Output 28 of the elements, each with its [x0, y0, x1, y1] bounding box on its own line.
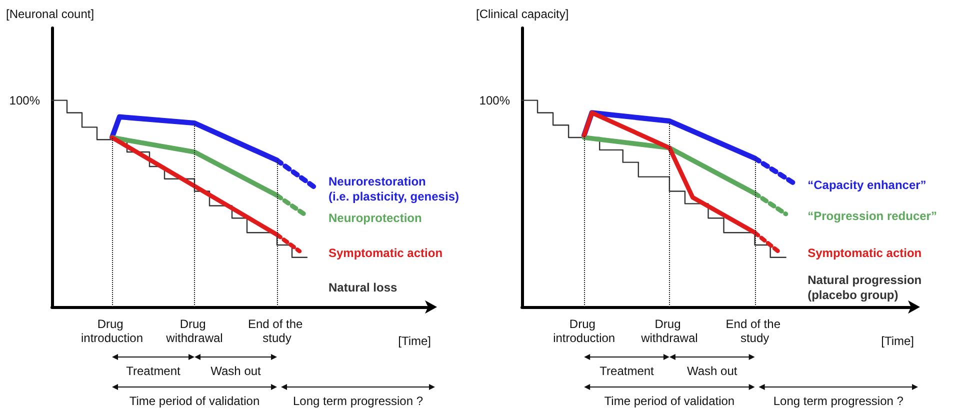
x-axis-title: [Time]: [881, 334, 914, 348]
text: 100%: [9, 93, 40, 108]
x-axis-title: [Time]: [398, 334, 431, 348]
text: Neuroprotection: [328, 211, 422, 226]
text: Wash out: [210, 364, 262, 378]
text: Symptomatic action: [328, 246, 443, 260]
text: Symptomatic action: [808, 246, 922, 260]
text: Wash out: [686, 364, 738, 378]
x-tick-label: Drug introduction: [80, 317, 144, 345]
text: Time period of validation: [129, 394, 260, 408]
text: 100%: [479, 93, 510, 108]
text: Natural progression (placebo group): [808, 272, 922, 302]
text: “Progression reducer”: [808, 209, 937, 223]
text: Long term progression ?: [292, 394, 424, 408]
y-axis-title: [Neuronal count]: [6, 7, 94, 21]
x-tick-label: End of the study: [726, 317, 784, 345]
text: Time period of validation: [604, 394, 735, 408]
text: Treatment: [126, 364, 182, 378]
x-tick-label: Drug withdrawal: [640, 317, 698, 345]
x-tick-label: Drug introduction: [553, 317, 616, 345]
text: Natural loss: [328, 280, 398, 294]
x-tick-label: End of the study: [248, 317, 306, 345]
text: Neurorestoration (i.e. plasticity, genesis): [328, 174, 459, 204]
text: “Capacity enhancer”: [808, 178, 926, 192]
text: Treatment: [600, 364, 655, 378]
text: Long term progression ?: [773, 394, 904, 408]
y-axis-title: [Clinical capacity]: [476, 7, 569, 21]
x-tick-label: Drug withdrawal: [165, 317, 223, 345]
